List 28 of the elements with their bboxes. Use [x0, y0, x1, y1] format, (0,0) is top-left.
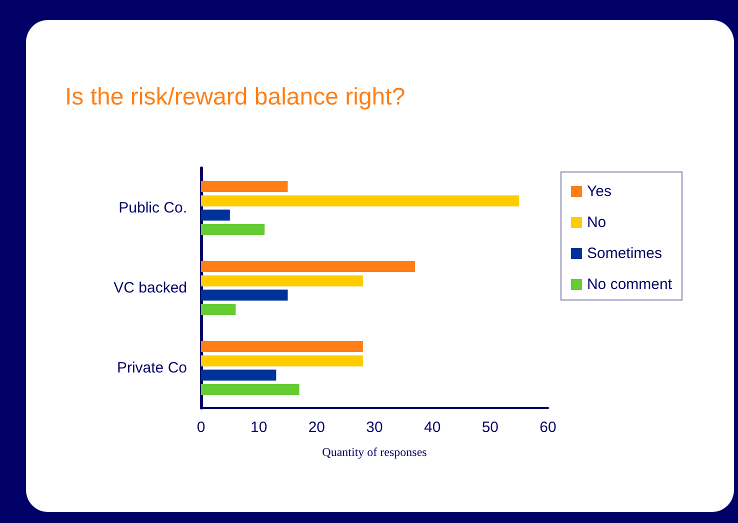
bar: [201, 290, 288, 301]
x-tick-label: 50: [482, 419, 499, 436]
x-tick-label: 40: [424, 419, 441, 436]
legend-label: No comment: [586, 276, 673, 293]
y-tick-label: Public Co.: [118, 200, 187, 216]
x-axis-title: Quantity of responses: [322, 445, 428, 459]
x-tick-label: 0: [196, 419, 206, 436]
bar: [201, 341, 363, 352]
bar: [201, 304, 236, 315]
bar: [201, 355, 363, 366]
bar: [201, 275, 363, 286]
x-tick-label: 10: [250, 419, 268, 436]
x-tick-label: 20: [308, 419, 326, 436]
chart-title: Is the risk/reward balance right?: [65, 84, 406, 110]
y-tick-label: Private Co: [116, 360, 187, 376]
bar: [201, 384, 300, 395]
legend-label: Yes: [586, 183, 612, 200]
legend-label: No: [586, 214, 606, 231]
bar: [201, 370, 276, 381]
bar: [201, 181, 288, 192]
bar: [201, 261, 415, 272]
bar: [201, 224, 265, 235]
x-tick-label: 30: [366, 419, 383, 436]
x-tick-label: 60: [540, 419, 556, 436]
legend-label: Sometimes: [586, 245, 662, 262]
bar: [201, 195, 520, 206]
bar: [201, 210, 230, 221]
y-tick-label: VC backed: [114, 280, 187, 296]
